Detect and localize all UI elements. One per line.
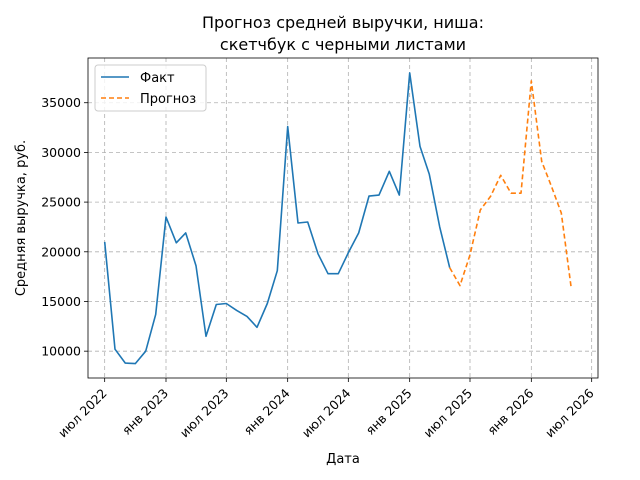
chart-title-line-2: скетчбук с черными листами [220, 35, 466, 54]
plot-area-frame [87, 57, 599, 379]
grid-lines [88, 58, 598, 378]
y-tick-label: 30000 [41, 145, 81, 160]
y-tick-label: 10000 [41, 344, 81, 359]
y-axis-ticks: 10000 15000 20000 25000 30000 35000 [41, 95, 88, 359]
chart-title-line-1: Прогноз средней выручки, ниша: [202, 13, 484, 32]
legend: Факт Прогноз [94, 64, 207, 112]
y-tick-label: 20000 [41, 244, 81, 259]
y-tick-label: 15000 [41, 294, 81, 309]
x-axis-label: Дата [326, 452, 360, 467]
y-axis-label: Средняя выручка, руб. [14, 140, 29, 296]
y-tick-label: 35000 [41, 95, 81, 110]
y-tick-label: 25000 [41, 195, 81, 210]
series-lines [103, 72, 573, 365]
legend-label-forecast: Прогноз [140, 92, 196, 107]
legend-label-fact: Факт [140, 71, 175, 86]
series-line-forecast [449, 80, 573, 289]
series-line-fact [103, 72, 451, 365]
